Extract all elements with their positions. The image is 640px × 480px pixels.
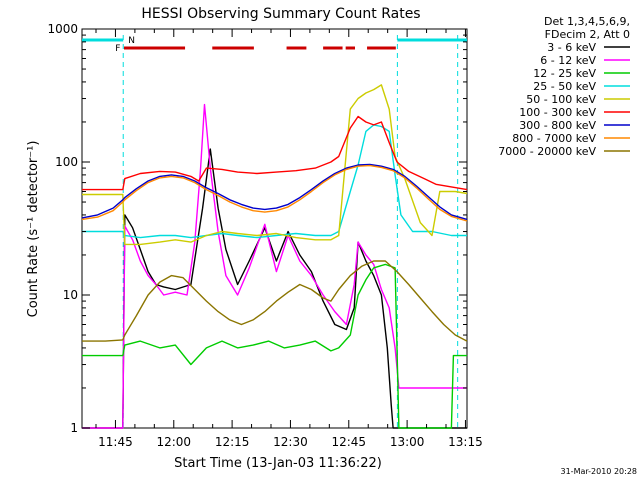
legend: Det 1,3,4,5,6,9, FDecim 2, Att 0 3 - 6 k… (498, 15, 630, 158)
flag-n-label: N (128, 36, 135, 46)
legend-header-line-1: Det 1,3,4,5,6,9, (544, 15, 630, 28)
y-tick-label: 10 (63, 288, 78, 302)
y-tick-label: 100 (55, 155, 78, 169)
x-axis-label: Start Time (13-Jan-03 11:36:22) (174, 456, 382, 471)
x-tick-label: 12:30 (273, 435, 308, 449)
legend-label-6: 100 - 300 keV (519, 106, 596, 119)
x-tick-label: 13:15 (448, 435, 483, 449)
legend-label-9: 7000 - 20000 keV (498, 145, 596, 158)
legend-label-5: 50 - 100 keV (526, 93, 596, 106)
legend-header-line-2: FDecim 2, Att 0 (545, 28, 630, 41)
x-tick-label: 12:45 (331, 435, 366, 449)
series-line-3 (82, 263, 467, 429)
y-axis-label: Count Rate (s⁻¹ detector⁻¹) (26, 141, 41, 318)
legend-label-1: 3 - 6 keV (547, 41, 596, 54)
legend-label-8: 800 - 7000 keV (512, 132, 596, 145)
series-line-2 (82, 103, 467, 429)
x-tick-label: 11:45 (98, 435, 133, 449)
flag-f-label: F (115, 44, 120, 54)
footer-timestamp: 31-Mar-2010 20:28 (561, 467, 638, 476)
series-line-9 (82, 260, 468, 342)
x-tick-label: 12:00 (156, 435, 191, 449)
x-tick-label: 13:00 (390, 435, 425, 449)
y-tick-label: 1 (70, 421, 78, 435)
series-line-7 (81, 163, 468, 221)
y-tick-label: 1000 (47, 22, 78, 36)
legend-label-7: 300 - 800 keV (519, 119, 596, 132)
legend-label-2: 6 - 12 keV (540, 54, 596, 67)
legend-label-4: 25 - 50 keV (533, 80, 596, 93)
series-line-5 (82, 84, 468, 246)
series-line-4 (82, 124, 467, 239)
series-line-6 (82, 115, 468, 191)
plot-frame (81, 28, 468, 429)
x-tick-label: 12:15 (215, 435, 250, 449)
legend-label-3: 12 - 25 keV (533, 67, 596, 80)
series-line-8 (81, 164, 468, 222)
chart-title: HESSI Observing Summary Count Rates (141, 6, 420, 22)
